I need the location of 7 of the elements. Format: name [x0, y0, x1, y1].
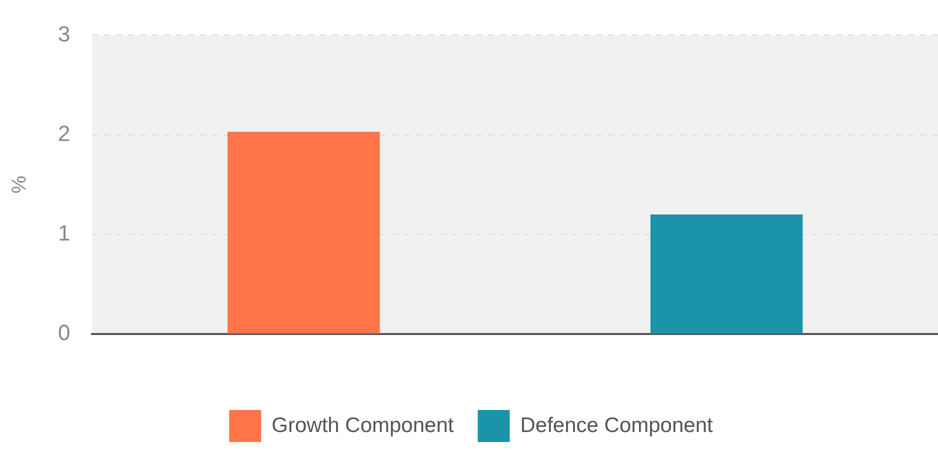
- y-tick-label: 1: [58, 220, 70, 246]
- legend-label: Defence Component: [520, 414, 714, 437]
- y-axis-title: %: [8, 176, 31, 194]
- y-tick-label: 0: [58, 320, 70, 346]
- y-tick-label: 2: [58, 120, 70, 146]
- y-tick-label: 3: [58, 21, 70, 46]
- legend-label: Growth Component: [272, 414, 454, 437]
